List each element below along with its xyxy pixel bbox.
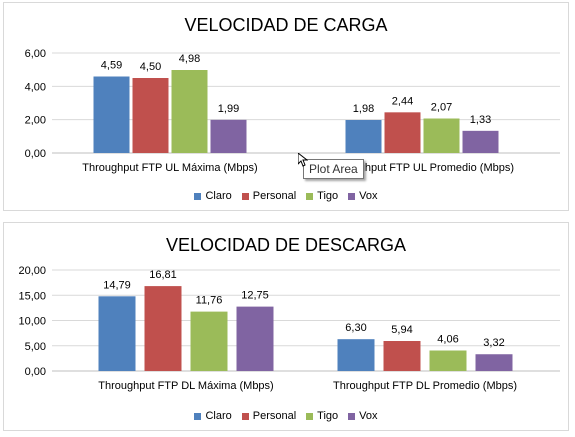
upload-legend-swatch (306, 192, 314, 200)
upload-legend-item-claro[interactable]: Claro (194, 190, 232, 202)
upload-legend-label: Tigo (317, 190, 339, 202)
upload-ytick-label: 0,00 (25, 148, 46, 160)
upload-data-label: 4,59 (101, 60, 122, 72)
download-ytick-label: 10,00 (18, 316, 46, 328)
upload-chart-panel[interactable]: VELOCIDAD DE CARGA 0,00 2,00 4,00 6,00 4,59 4… (3, 2, 569, 211)
download-bar-tigo[interactable] (429, 350, 467, 371)
download-legend-label: Vox (359, 410, 378, 422)
download-chart-title: VELOCIDAD DE DESCARGA (165, 235, 407, 255)
download-category-label: Throughput FTP DL Máxima (Mbps) (98, 380, 273, 392)
download-ytick-label: 5,00 (25, 341, 46, 353)
upload-data-label: 1,33 (470, 114, 491, 126)
upload-legend-label: Vox (359, 190, 378, 202)
download-bar-claro[interactable] (337, 339, 375, 371)
upload-bar-vox[interactable] (462, 130, 499, 153)
upload-ytick-label: 6,00 (25, 48, 46, 60)
download-bar-vox[interactable] (475, 354, 513, 371)
upload-legend-swatch (241, 192, 249, 200)
upload-data-label: 1,99 (218, 103, 239, 115)
download-legend-item-claro[interactable]: Claro (194, 410, 232, 422)
plot-area-tooltip: Plot Area (303, 159, 364, 179)
upload-bar-tigo[interactable] (171, 70, 208, 153)
download-data-label: 5,94 (391, 324, 412, 336)
download-legend-label: Claro (205, 410, 232, 422)
download-data-label: 3,32 (483, 337, 504, 349)
upload-data-label: 2,44 (392, 95, 413, 107)
upload-bar-personal[interactable] (384, 112, 421, 153)
download-data-label: 11,76 (196, 295, 223, 307)
download-data-label: 6,30 (345, 322, 366, 334)
download-chart-legend: Claro Personal Tigo Vox (4, 410, 568, 422)
download-legend-swatch (348, 412, 356, 420)
upload-bar-claro[interactable] (93, 76, 130, 154)
upload-category-label: Throughput FTP UL Máxima (Mbps) (82, 162, 257, 174)
upload-data-label: 4,98 (179, 53, 200, 65)
download-legend-item-personal[interactable]: Personal (241, 410, 297, 422)
download-chart-svg[interactable]: 0,00 5,00 10,00 15,00 20,00 14,79 16,81 11,76 12… (4, 223, 570, 432)
upload-legend-swatch (194, 192, 202, 200)
download-data-label: 4,06 (437, 333, 458, 345)
download-legend-label: Personal (252, 410, 297, 422)
download-ytick-label: 15,00 (18, 290, 46, 302)
download-chart-panel[interactable]: VELOCIDAD DE DESCARGA 0,00 5,00 10,00 15,00… (3, 222, 569, 431)
upload-chart-title: VELOCIDAD DE CARGA (184, 15, 388, 35)
download-bar-claro[interactable] (98, 296, 136, 371)
upload-legend-label: Claro (205, 190, 232, 202)
upload-ytick-label: 4,00 (25, 81, 46, 93)
upload-legend-swatch (348, 192, 356, 200)
download-data-label: 14,79 (103, 279, 131, 291)
upload-chart-svg[interactable]: 0,00 2,00 4,00 6,00 4,59 4,50 4,98 1,99 Throughp… (4, 3, 570, 212)
upload-bar-vox[interactable] (210, 119, 247, 153)
mouse-cursor-icon (298, 153, 308, 167)
download-ytick-label: 20,00 (18, 265, 46, 277)
upload-category-label: Throughput FTP UL Promedio (Mbps) (330, 162, 514, 174)
upload-bar-claro[interactable] (345, 120, 382, 153)
upload-data-label: 1,98 (353, 103, 374, 115)
upload-legend-label: Personal (252, 190, 297, 202)
upload-ytick-label: 2,00 (25, 115, 46, 127)
download-bar-tigo[interactable] (190, 311, 228, 371)
upload-data-label: 4,50 (140, 61, 161, 73)
upload-chart-legend: Claro Personal Tigo Vox (4, 190, 568, 202)
upload-legend-item-personal[interactable]: Personal (241, 190, 297, 202)
download-bar-personal[interactable] (144, 286, 182, 371)
upload-legend-item-vox[interactable]: Vox (348, 190, 378, 202)
download-legend-label: Tigo (317, 410, 339, 422)
download-data-label: 16,81 (149, 269, 177, 281)
upload-bar-personal[interactable] (132, 78, 169, 153)
upload-legend-item-tigo[interactable]: Tigo (306, 190, 338, 202)
download-legend-swatch (241, 412, 249, 420)
download-legend-item-tigo[interactable]: Tigo (306, 410, 338, 422)
download-bar-vox[interactable] (236, 306, 274, 371)
upload-data-label: 2,07 (431, 102, 452, 114)
download-legend-item-vox[interactable]: Vox (348, 410, 378, 422)
upload-bar-tigo[interactable] (423, 118, 460, 154)
download-bar-personal[interactable] (383, 341, 421, 371)
download-category-label: Throughput FTP DL Promedio (Mbps) (333, 380, 517, 392)
download-legend-swatch (194, 412, 202, 420)
download-ytick-label: 0,00 (25, 366, 46, 378)
download-legend-swatch (306, 412, 314, 420)
download-data-label: 12,75 (241, 290, 269, 302)
